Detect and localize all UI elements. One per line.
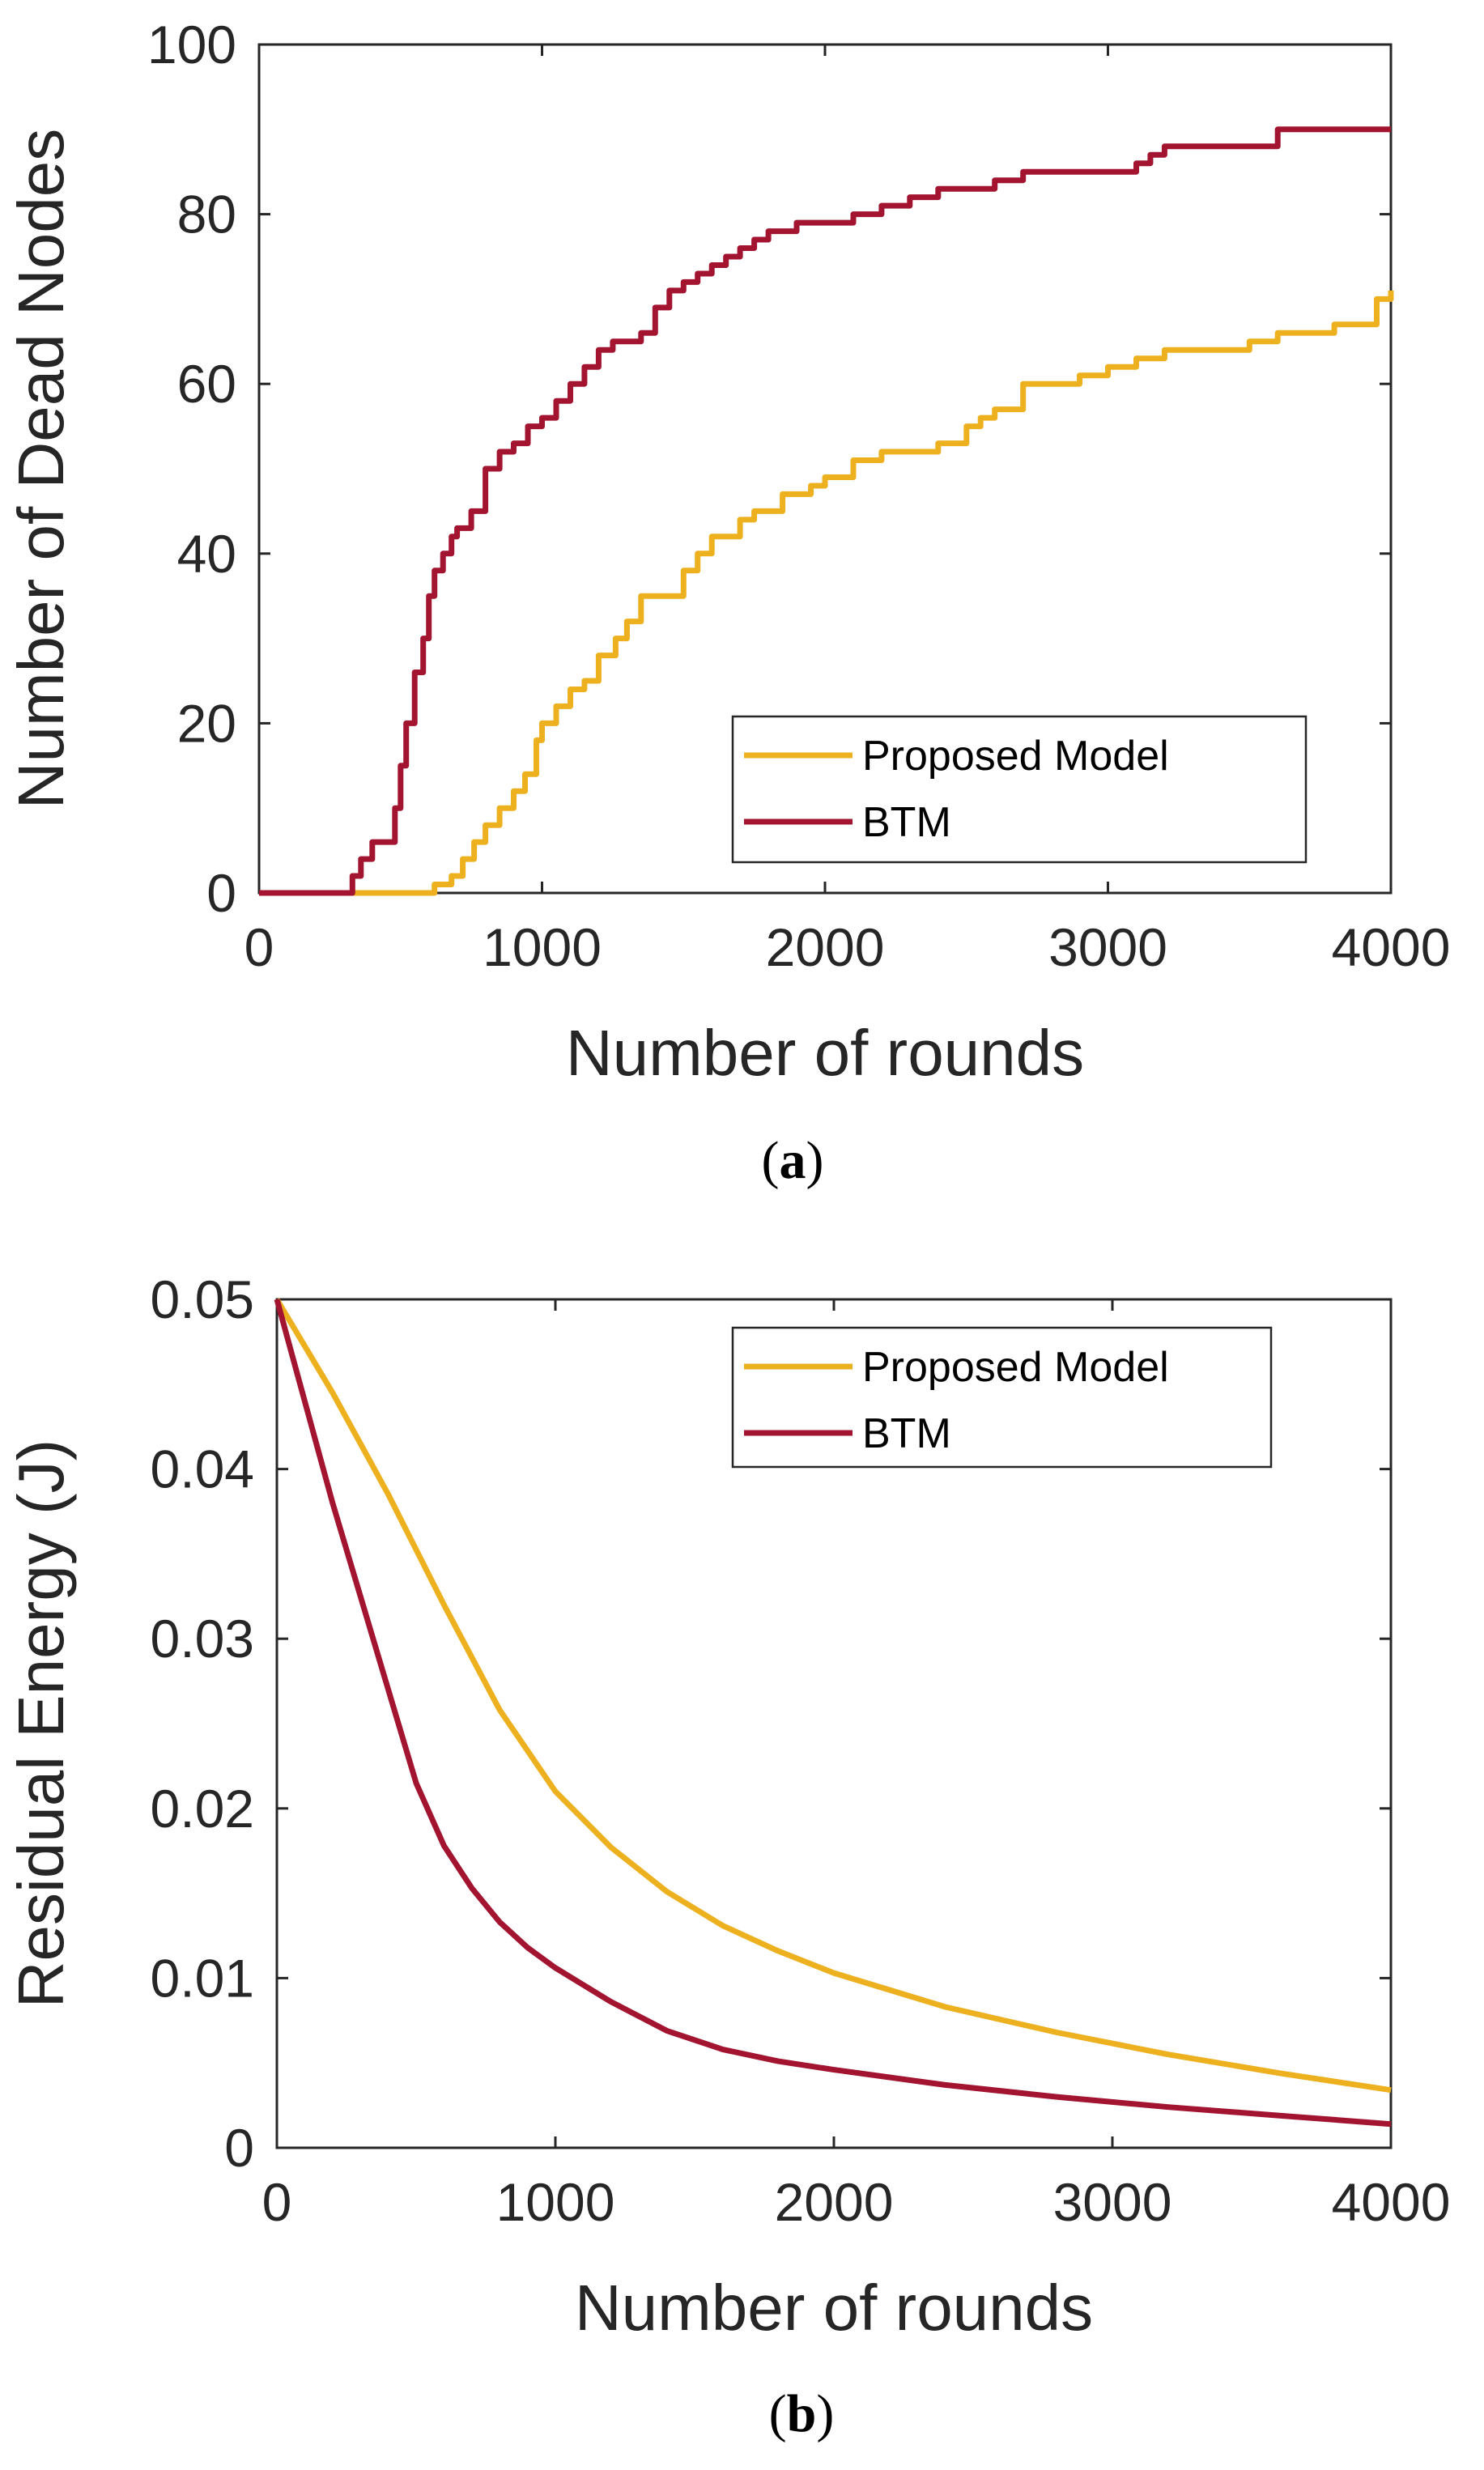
- x-tick-label: 4000: [1332, 917, 1451, 977]
- panel-label: (a): [762, 1131, 824, 1190]
- legend-label-proposed-model: Proposed Model: [862, 733, 1169, 780]
- y-tick-label: 0.05: [151, 1269, 254, 1329]
- x-tick-label: 0: [262, 2172, 292, 2232]
- legend-label-proposed-model: Proposed Model: [862, 1344, 1169, 1391]
- x-tick-label: 2000: [766, 917, 885, 977]
- btm-series-line: [259, 126, 1391, 896]
- legend-label-btm: BTM: [862, 1410, 951, 1457]
- y-tick-label: 100: [147, 15, 236, 74]
- x-tick-label: 1000: [496, 2172, 615, 2232]
- x-tick-label: 3000: [1048, 917, 1167, 977]
- y-tick-label: 0: [224, 2118, 254, 2178]
- y-tick-label: 0: [206, 863, 236, 923]
- chart-residual-energy: 0 1000 2000 3000 4000 0 0.01 0.02 0.03 0.04 0.05 Nu…: [5, 1269, 1450, 2443]
- legend: Proposed Model BTM: [731, 1326, 1273, 1469]
- x-tick-label: 1000: [483, 917, 602, 977]
- proposed-model-series-line: [274, 1298, 1392, 2094]
- y-tick-label: 80: [177, 185, 236, 244]
- y-tick-label: 60: [177, 354, 236, 414]
- chart-dead-nodes: 0 1000 2000 3000 4000 0 20 40 60 80 100 Number of r…: [5, 15, 1450, 1190]
- y-tick-label: 0.04: [151, 1439, 254, 1499]
- legend-box: [731, 1326, 1273, 1469]
- btm-series-line: [274, 1299, 1392, 2128]
- legend-box: [731, 715, 1308, 864]
- proposed-model-series-line: [259, 290, 1394, 896]
- y-tick-label: 0.02: [151, 1779, 254, 1839]
- legend-label-btm: BTM: [862, 799, 951, 846]
- x-axis-label: Number of rounds: [575, 2272, 1093, 2344]
- panel-label: (b): [769, 2384, 835, 2443]
- y-tick-label: 20: [177, 693, 236, 753]
- y-tick-label: 40: [177, 524, 236, 584]
- x-tick-label: 0: [244, 917, 274, 977]
- y-tick-label: 0.01: [151, 1948, 254, 2008]
- legend: Proposed Model BTM: [731, 715, 1308, 864]
- x-tick-label: 3000: [1053, 2172, 1172, 2232]
- x-tick-label: 4000: [1332, 2172, 1451, 2232]
- x-tick-label: 2000: [775, 2172, 894, 2232]
- y-axis-label: Residual Energy (J): [5, 1439, 77, 2009]
- y-axis-label: Number of Dead Nodes: [5, 129, 77, 809]
- y-tick-label: 0.03: [151, 1609, 254, 1669]
- x-axis-label: Number of rounds: [566, 1017, 1084, 1089]
